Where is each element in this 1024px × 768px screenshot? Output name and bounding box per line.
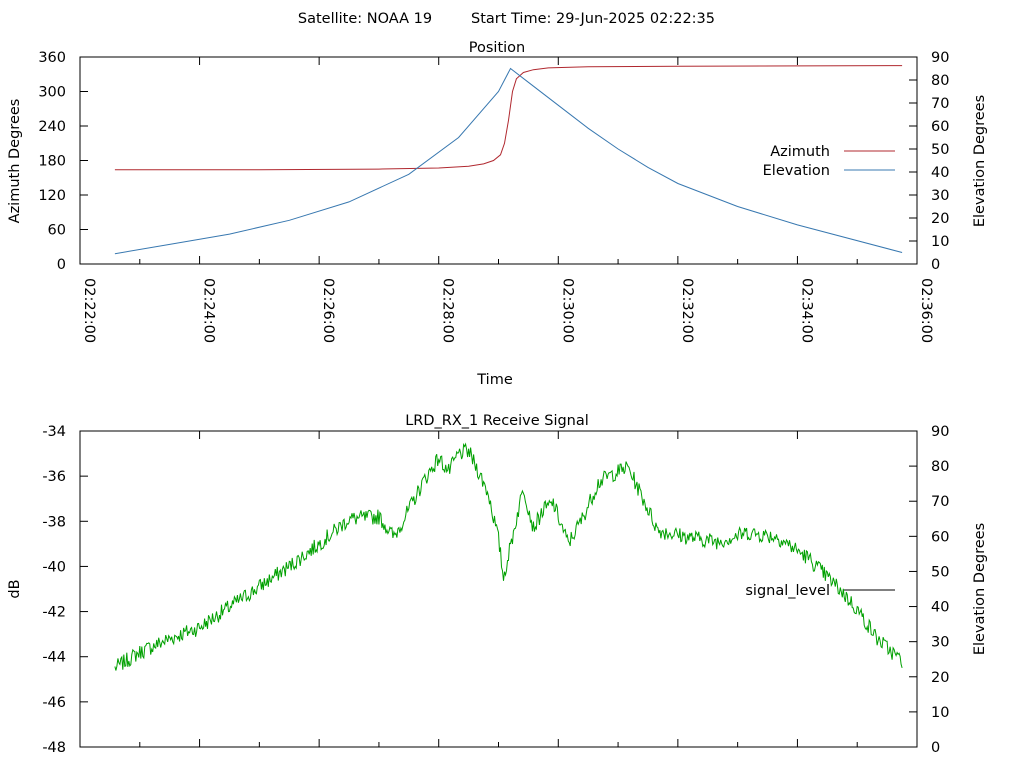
elevation-axis-tick-label: 80: [931, 73, 949, 89]
signal-elevation-axis-tick-label: 80: [931, 459, 949, 475]
time-axis-tick-label: 02:24:00: [201, 278, 217, 343]
elevation-axis-tick-label: 70: [931, 96, 949, 112]
db-axis-tick-label: -40: [42, 559, 66, 575]
time-axis-tick-label: 02:30:00: [559, 278, 575, 343]
elevation-axis-tick-label: 0: [931, 257, 940, 273]
position-chart: Position 0 60 120 180 240 300 360 0 10 20 30 40 50 6…: [7, 40, 988, 388]
azimuth-axis-tick-label: 300: [38, 85, 66, 101]
time-axis-tick-label: 02:34:00: [798, 278, 814, 343]
time-axis-tick-label: 02:26:00: [320, 278, 336, 343]
azimuth-series-line: [114, 65, 903, 171]
signal-elevation-axis-tick-label: 30: [931, 635, 949, 651]
elevation-axis-tick-label: 40: [931, 165, 949, 181]
azimuth-axis-tick-label: 0: [57, 257, 66, 273]
time-axis-tick-label: 02:36:00: [918, 278, 934, 343]
signal-chart: LRD_RX_1 Receive Signal -48-46-44-42-40-…: [7, 413, 988, 756]
signal-elevation-axis-tick-label: 90: [931, 424, 949, 440]
db-axis-tick-label: -44: [42, 650, 66, 666]
legend-elevation-label: Elevation: [763, 163, 830, 179]
elevation-axis-tick-label: 50: [931, 142, 949, 158]
elevation-axis-tick-label: 90: [931, 50, 949, 66]
azimuth-axis-tick-label: 360: [38, 50, 66, 66]
signal-elevation-axis-tick-label: 50: [931, 564, 949, 580]
legend-signal-label: signal_level: [745, 583, 830, 599]
azimuth-axis-tick-label: 60: [48, 223, 66, 239]
satellite-label: Satellite: NOAA 19: [298, 11, 432, 27]
time-axis-tick-label: 02:32:00: [679, 278, 695, 343]
position-plot-frame: [79, 56, 918, 265]
signal-elevation-axis-tick-label: 70: [931, 494, 949, 510]
elevation-axis-tick-label: 10: [931, 234, 949, 250]
legend-azimuth-label: Azimuth: [770, 144, 830, 160]
azimuth-axis-label: Azimuth Degrees: [7, 99, 23, 224]
db-axis-tick-label: -42: [42, 605, 66, 621]
position-right-ticks: 0 10 20 30 40 50 60 70 80 90: [909, 50, 949, 273]
signal-x-ticks: [79, 431, 918, 747]
time-axis-tick-label: 02:28:00: [440, 278, 456, 343]
elevation-axis-tick-label: 20: [931, 211, 949, 227]
db-axis-tick-label: -48: [42, 740, 66, 756]
db-axis-tick-label: -36: [42, 469, 66, 485]
db-axis-label: dB: [7, 579, 23, 598]
signal-elevation-axis-tick-label: 60: [931, 529, 949, 545]
position-left-ticks: 0 60 120 180 240 300 360: [38, 50, 88, 273]
db-axis-tick-label: -38: [42, 514, 66, 530]
elevation-axis-tick-label: 30: [931, 188, 949, 204]
position-chart-title: Position: [469, 40, 525, 56]
azimuth-axis-tick-label: 180: [38, 154, 66, 170]
signal-elevation-axis-tick-label: 10: [931, 705, 949, 721]
db-axis-tick-label: -46: [42, 695, 66, 711]
azimuth-axis-tick-label: 240: [38, 119, 66, 135]
position-legend: Azimuth Elevation: [763, 144, 895, 179]
signal-right-ticks: 0 10 20 30 40 50 60 70 80 90: [909, 424, 949, 756]
elevation-axis-label: Elevation Degrees: [972, 95, 988, 227]
signal-elevation-axis-tick-label: 0: [931, 740, 940, 756]
time-axis-label: Time: [476, 372, 513, 388]
signal-legend: signal_level: [745, 583, 895, 599]
signal-chart-title: LRD_RX_1 Receive Signal: [405, 413, 589, 429]
elevation-axis-tick-label: 60: [931, 119, 949, 135]
signal-elevation-axis-tick-label: 40: [931, 600, 949, 616]
start-time-label: Start Time: 29-Jun-2025 02:22:35: [471, 11, 715, 27]
signal-elevation-axis-tick-label: 20: [931, 670, 949, 686]
elevation-series-line: [114, 67, 903, 255]
db-axis-tick-label: -34: [42, 424, 66, 440]
position-x-ticks: 02:22:00 02:24:00 02:26:00 02:28:00 02:30:00…: [79, 57, 934, 343]
signal-level-series-line: [114, 442, 903, 671]
signal-left-ticks: -48 -46 -44 -42 -40 -38 -36 -34: [42, 424, 88, 756]
time-axis-tick-label: 02:22:00: [81, 278, 97, 343]
azimuth-axis-tick-label: 120: [38, 188, 66, 204]
signal-elevation-axis-label: Elevation Degrees: [972, 523, 988, 655]
